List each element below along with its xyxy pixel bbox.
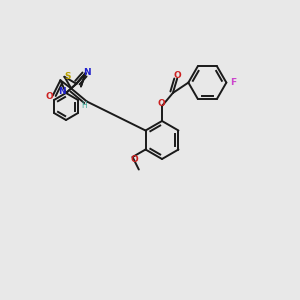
Text: O: O bbox=[157, 100, 165, 109]
Text: O: O bbox=[46, 92, 54, 101]
Text: F: F bbox=[230, 78, 236, 87]
Text: O: O bbox=[173, 71, 181, 80]
Text: H: H bbox=[81, 101, 87, 110]
Text: N: N bbox=[83, 68, 90, 77]
Text: S: S bbox=[64, 72, 70, 81]
Text: N: N bbox=[58, 86, 66, 95]
Text: O: O bbox=[131, 154, 138, 164]
